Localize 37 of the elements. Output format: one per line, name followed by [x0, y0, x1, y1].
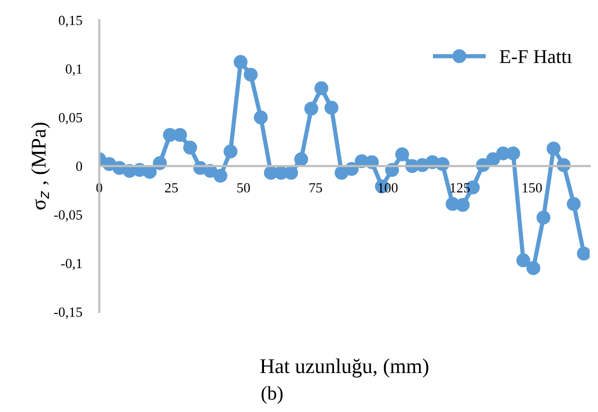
point	[314, 81, 328, 96]
point	[254, 110, 268, 124]
y-tick-label: 0,05	[58, 113, 82, 124]
point	[173, 128, 187, 142]
point	[506, 146, 520, 160]
point	[284, 166, 298, 180]
text: (b)	[262, 386, 283, 404]
y-tick-label: -0,15	[54, 307, 82, 319]
point	[395, 147, 410, 162]
y-axis-title: σ$_{z}$ , (MPa)	[31, 122, 50, 210]
point	[566, 197, 581, 211]
point	[324, 100, 338, 115]
x-tick-label: 50	[237, 183, 250, 192]
y-tick-label: 0,1	[66, 64, 82, 76]
point	[213, 168, 228, 183]
point	[294, 152, 308, 166]
point	[576, 246, 590, 260]
x-axis-title: Hat uzunluğu, (mm)	[260, 358, 428, 378]
point	[224, 144, 238, 158]
point	[546, 142, 561, 156]
point	[516, 253, 530, 268]
point	[304, 102, 318, 116]
y-tick-label: 0,15	[58, 16, 82, 28]
y-tick-label: -0,1	[61, 258, 82, 270]
x-tick-label: 75	[310, 183, 322, 192]
point	[536, 210, 550, 225]
y-tick-label: -0,05	[54, 210, 82, 222]
point	[244, 68, 258, 82]
legend-label: E-F Hattı	[500, 50, 572, 64]
point	[183, 140, 198, 155]
point	[456, 198, 470, 212]
point	[234, 55, 248, 69]
x-tick-label: 150	[522, 183, 542, 192]
x-tick-label: 25	[165, 183, 178, 192]
y-tick-label: 0	[76, 162, 82, 171]
point	[142, 164, 157, 179]
point	[526, 261, 540, 276]
